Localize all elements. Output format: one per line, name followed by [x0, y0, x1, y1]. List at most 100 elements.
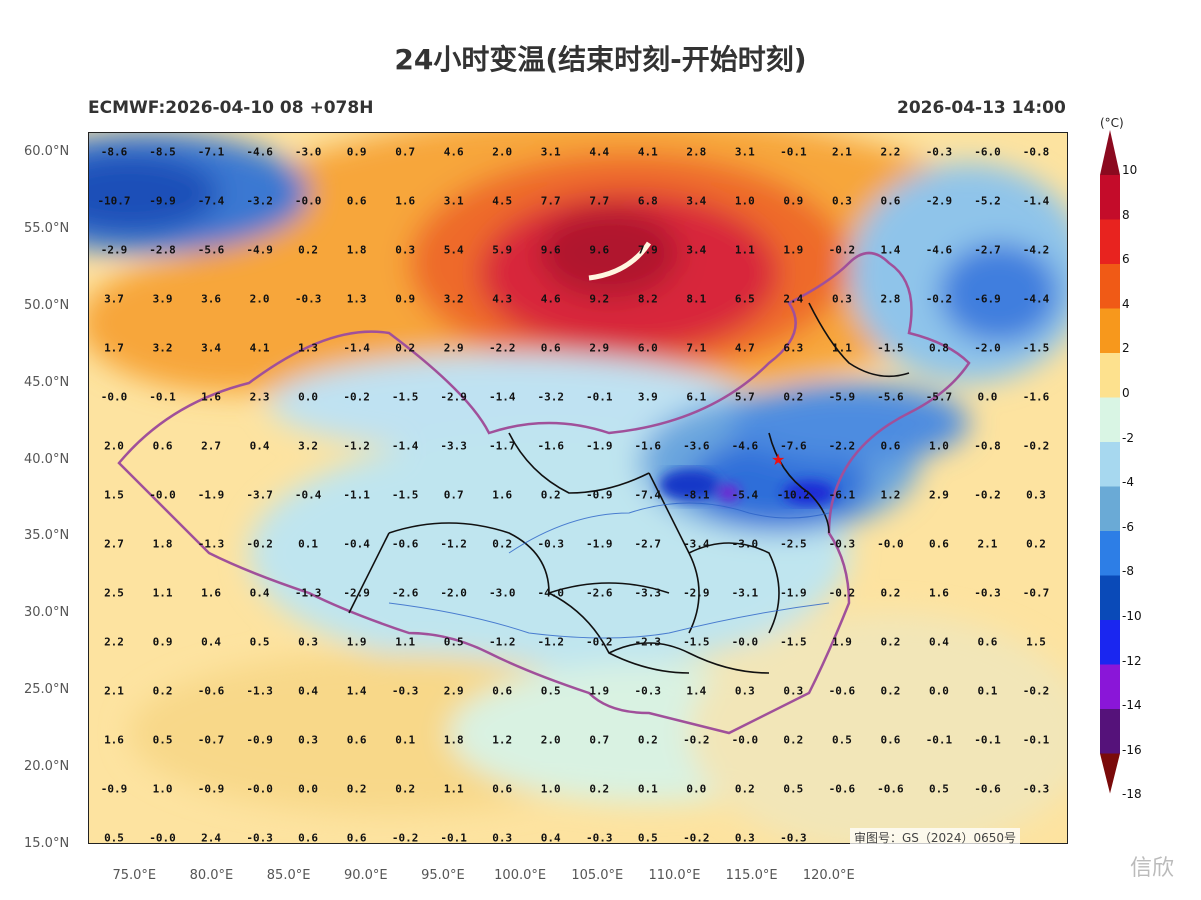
grid-value: -0.3 — [294, 292, 322, 306]
grid-value: 0.1 — [298, 537, 319, 551]
grid-value: -9.9 — [149, 194, 176, 208]
grid-value: 5.7 — [734, 390, 755, 404]
grid-value: -0.9 — [197, 782, 225, 796]
grid-value: -0.9 — [100, 782, 128, 796]
grid-value: 0.5 — [929, 782, 949, 796]
model-run-info: ECMWF:2026-04-10 08 +078H — [88, 98, 374, 118]
grid-value: 0.3 — [783, 684, 804, 698]
grid-value: 4.7 — [734, 341, 755, 355]
grid-value: 3.1 — [734, 145, 755, 159]
grid-value: -0.6 — [828, 782, 856, 796]
grid-value: 0.9 — [152, 635, 173, 649]
grid-value: 2.2 — [104, 635, 124, 649]
grid-value: 0.6 — [880, 733, 901, 747]
grid-value: 2.7 — [104, 537, 124, 551]
capital-star-icon: ★ — [771, 450, 785, 469]
grid-value: -5.2 — [974, 194, 1001, 208]
grid-value: -0.0 — [294, 194, 322, 208]
grid-value: 0.0 — [298, 390, 319, 404]
grid-value: -1.2 — [440, 537, 467, 551]
grid-value: 2.4 — [783, 292, 804, 306]
grid-value: -0.8 — [1022, 145, 1050, 159]
lon-tick-label: 115.0°E — [725, 868, 778, 883]
grid-value: 3.7 — [104, 292, 124, 306]
grid-value: -0.0 — [246, 782, 273, 796]
colorbar-segment — [1100, 264, 1120, 309]
grid-value: -4.6 — [731, 439, 759, 453]
grid-value: -4.4 — [1022, 292, 1050, 306]
grid-value: -1.9 — [197, 488, 225, 502]
grid-value: 8.2 — [637, 292, 658, 306]
grid-value: 2.0 — [249, 292, 270, 306]
grid-value: 0.4 — [298, 684, 319, 698]
grid-value: 0.4 — [201, 635, 221, 649]
grid-value: 6.3 — [783, 341, 804, 355]
grid-value: -3.2 — [537, 390, 564, 404]
lon-tick-label: 75.0°E — [112, 868, 157, 883]
colorbar-tick-label: -16 — [1122, 742, 1142, 757]
grid-value: 0.0 — [298, 782, 319, 796]
grid-value: 3.6 — [201, 292, 221, 306]
grid-value: -1.2 — [537, 635, 564, 649]
grid-value: 5.9 — [492, 243, 513, 257]
colorbar-tick-label: -12 — [1122, 653, 1142, 668]
grid-value: 0.7 — [443, 488, 464, 502]
grid-value: 0.5 — [783, 782, 804, 796]
grid-value: 1.4 — [346, 684, 367, 698]
grid-value: 7.9 — [637, 243, 658, 257]
colorbar-segment — [1100, 308, 1120, 353]
colorbar-segment — [1100, 575, 1120, 620]
grid-value: -0.2 — [974, 488, 1001, 502]
grid-value: -8.6 — [100, 145, 128, 159]
grid-value: 2.7 — [201, 439, 221, 453]
grid-value: 3.4 — [686, 194, 707, 208]
grid-value: -1.5 — [1022, 341, 1050, 355]
grid-value: 4.3 — [492, 292, 513, 306]
colorbar-tick-label: -10 — [1122, 609, 1142, 623]
grid-value: 2.1 — [831, 145, 852, 159]
colorbar-segment — [1100, 219, 1120, 264]
grid-value: 1.9 — [831, 635, 852, 649]
grid-value: -0.2 — [343, 390, 370, 404]
grid-value: 0.3 — [734, 684, 755, 698]
grid-value: 6.8 — [637, 194, 658, 208]
grid-value: -2.6 — [391, 586, 419, 600]
grid-value: 2.9 — [443, 341, 464, 355]
lat-tick-label: 55.0°N — [24, 220, 70, 236]
grid-value: -0.6 — [877, 782, 904, 796]
grid-value: -6.9 — [974, 292, 1001, 306]
colorbar-segment — [1100, 709, 1120, 754]
colorbar-tick-label: -18 — [1122, 787, 1142, 802]
grid-value: 1.6 — [201, 586, 221, 600]
lon-tick-label: 85.0°E — [266, 868, 311, 883]
grid-value: 1.2 — [492, 733, 513, 747]
grid-value: 0.9 — [783, 194, 804, 208]
grid-value: -2.6 — [586, 586, 613, 600]
grid-value: -3.6 — [683, 439, 710, 453]
colorbar-segment — [1100, 442, 1120, 487]
grid-value: 0.4 — [249, 586, 270, 600]
grid-value: 2.0 — [540, 733, 561, 747]
grid-value: -2.9 — [100, 243, 128, 257]
grid-value: 0.5 — [540, 684, 561, 698]
grid-value: -2.9 — [440, 390, 467, 404]
grid-value: -7.4 — [197, 194, 225, 208]
map-background: ★ — [89, 133, 1067, 843]
grid-value: -10.2 — [776, 488, 810, 502]
grid-value: -3.0 — [731, 537, 759, 551]
grid-value: 6.5 — [734, 292, 755, 306]
grid-value: 6.1 — [686, 390, 707, 404]
grid-value: 1.1 — [443, 782, 464, 796]
grid-value: 0.2 — [637, 733, 658, 747]
grid-value: 6.0 — [637, 341, 658, 355]
grid-value: -5.6 — [877, 390, 904, 404]
grid-value: 1.0 — [734, 194, 755, 208]
lat-tick-label: 20.0°N — [24, 759, 70, 775]
grid-value: -0.1 — [925, 733, 953, 747]
grid-value: 2.4 — [201, 831, 221, 844]
grid-value: -0.3 — [537, 537, 564, 551]
grid-value: -7.4 — [634, 488, 662, 502]
grid-value: 0.2 — [152, 684, 173, 698]
grid-value: -1.6 — [634, 439, 662, 453]
grid-value: 7.1 — [686, 341, 707, 355]
